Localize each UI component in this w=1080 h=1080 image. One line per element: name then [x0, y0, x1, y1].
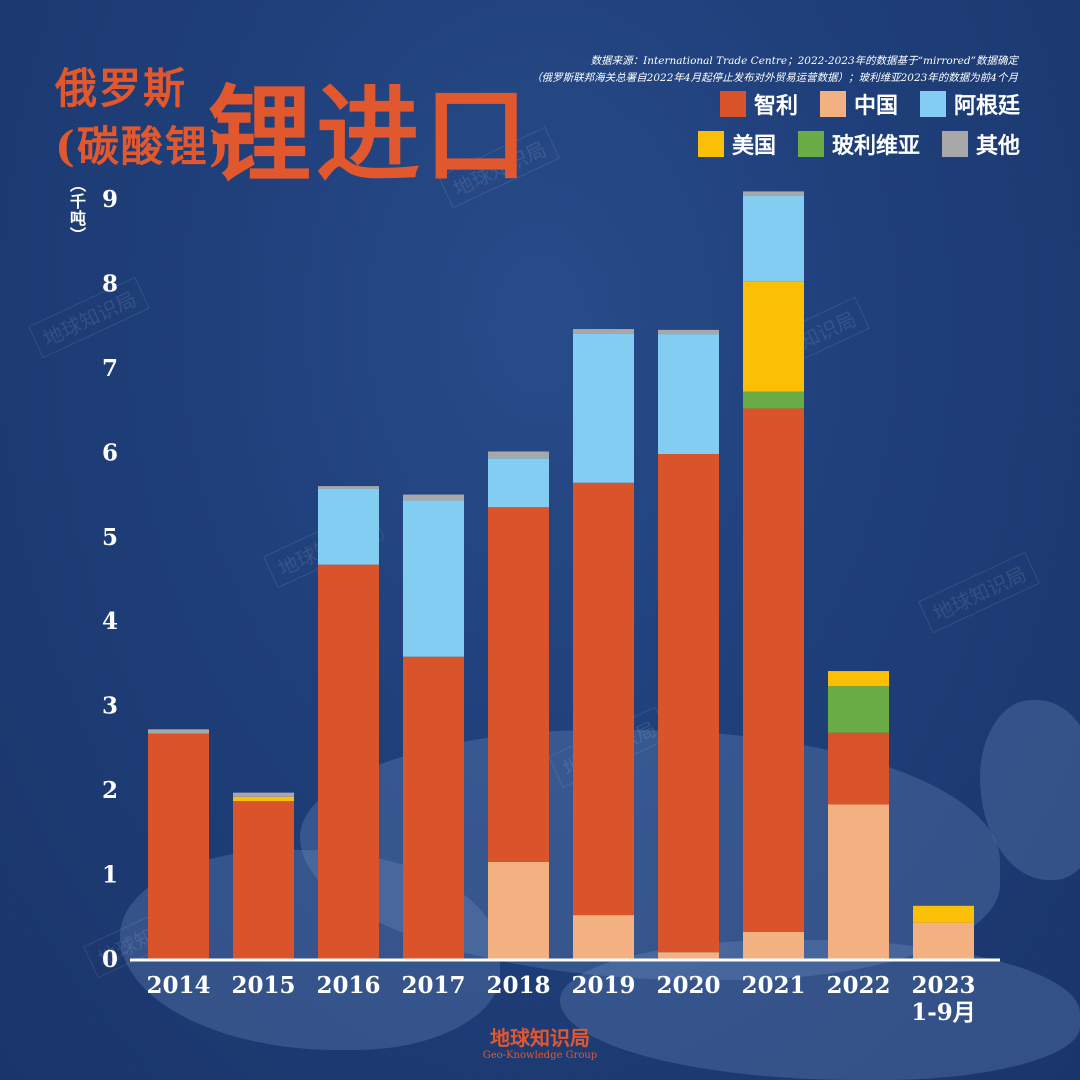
legend-swatch-chile: [719, 91, 746, 117]
x-tick-label: 1-9月: [911, 999, 976, 1026]
y-tick-label: 9: [102, 186, 118, 213]
legend-item-china: 中国: [819, 88, 898, 120]
source-line-1: 数据来源：International Trade Centre；2022-202…: [590, 55, 1018, 67]
bar-segment: [913, 922, 974, 959]
legend-swatch-bolivia: [797, 131, 824, 157]
y-tick-label: 2: [102, 777, 118, 804]
y-tick-label: 6: [102, 439, 118, 466]
footer-brand: 地球知识局: [490, 1026, 590, 1050]
bar-segment: [488, 507, 549, 862]
bar-segment: [403, 500, 464, 657]
y-axis-unit-label: （千吨）: [67, 176, 86, 244]
legend-label-other: 其他: [975, 133, 1020, 159]
bar-segment: [743, 391, 804, 409]
legend-item-usa: 美国: [697, 128, 776, 160]
legend-label-argentina: 阿根廷: [953, 93, 1020, 119]
bar-segment: [233, 796, 294, 802]
bar-segment: [743, 191, 804, 196]
bar-segment: [573, 333, 634, 483]
x-tick-label: 2023: [911, 972, 975, 999]
y-tick-label: 0: [102, 946, 118, 973]
bar-segment: [233, 792, 294, 797]
title-main: 锂进口: [208, 73, 533, 196]
bar-segment: [318, 488, 379, 565]
bar-segment: [488, 458, 549, 508]
legend-label-bolivia: 玻利维亚: [831, 133, 920, 159]
x-tick-label: 2022: [826, 972, 890, 999]
legend: 智利 中国 阿根廷 美国 玻利维亚 其他: [660, 88, 1020, 168]
title-line-1: 俄罗斯: [55, 64, 188, 113]
bar-segment: [573, 915, 634, 959]
x-tick-label: 2018: [486, 972, 550, 999]
bar-segment: [828, 671, 889, 687]
title-line-2: (碳酸锂): [55, 122, 231, 171]
bar-segment: [828, 804, 889, 959]
bar-segment: [913, 905, 974, 923]
legend-item-chile: 智利: [719, 88, 798, 120]
bar-segment: [828, 732, 889, 805]
bar-segment: [658, 329, 719, 335]
legend-label-usa: 美国: [731, 133, 776, 159]
bar-segment: [743, 931, 804, 959]
bar-segment: [233, 801, 294, 959]
y-tick-label: 7: [102, 355, 118, 382]
x-tick-label: 2017: [401, 972, 465, 999]
bar-segment: [148, 729, 209, 734]
bar-segment: [403, 494, 464, 501]
y-tick-label: 8: [102, 270, 118, 297]
legend-swatch-other: [941, 131, 968, 157]
legend-item-bolivia: 玻利维亚: [797, 128, 920, 160]
legend-row: 智利 中国 阿根廷: [660, 88, 1020, 120]
bar-segment: [828, 686, 889, 733]
y-tick-label: 1: [102, 862, 118, 889]
y-tick-label: 4: [102, 608, 118, 635]
bar-segment: [573, 482, 634, 916]
bar-segment: [743, 281, 804, 392]
bar-segment: [658, 334, 719, 455]
bar-segment: [318, 486, 379, 489]
bar-segment: [743, 408, 804, 932]
bar-segment: [658, 952, 719, 959]
legend-swatch-usa: [697, 131, 724, 157]
bar-segment: [658, 454, 719, 953]
legend-item-other: 其他: [941, 128, 1020, 160]
bar-segment: [488, 451, 549, 459]
legend-swatch-argentina: [919, 91, 946, 117]
bar-segment: [573, 329, 634, 334]
bar-segment: [318, 564, 379, 959]
bar-segment: [148, 733, 209, 959]
legend-label-china: 中国: [853, 93, 898, 119]
footer-brand-en: Geo-Knowledge Group: [482, 1050, 598, 1061]
map-landmass: [560, 940, 1080, 1080]
bar-segment: [403, 656, 464, 959]
x-tick-label: 2019: [571, 972, 635, 999]
legend-swatch-china: [819, 91, 846, 117]
y-tick-label: 5: [102, 524, 118, 551]
x-tick-label: 2014: [146, 972, 210, 999]
x-tick-label: 2016: [316, 972, 380, 999]
legend-item-argentina: 阿根廷: [919, 88, 1020, 120]
source-line-2: （俄罗斯联邦海关总署自2022年4月起停止发布对外贸易运营数据）；玻利维亚202…: [531, 72, 1018, 84]
bar-segment: [743, 195, 804, 282]
x-tick-label: 2021: [741, 972, 805, 999]
legend-row: 美国 玻利维亚 其他: [660, 128, 1020, 160]
y-tick-label: 3: [102, 693, 118, 720]
bar-segment: [488, 861, 549, 959]
x-tick-label: 2020: [656, 972, 720, 999]
x-tick-label: 2015: [231, 972, 295, 999]
legend-label-chile: 智利: [753, 93, 798, 119]
